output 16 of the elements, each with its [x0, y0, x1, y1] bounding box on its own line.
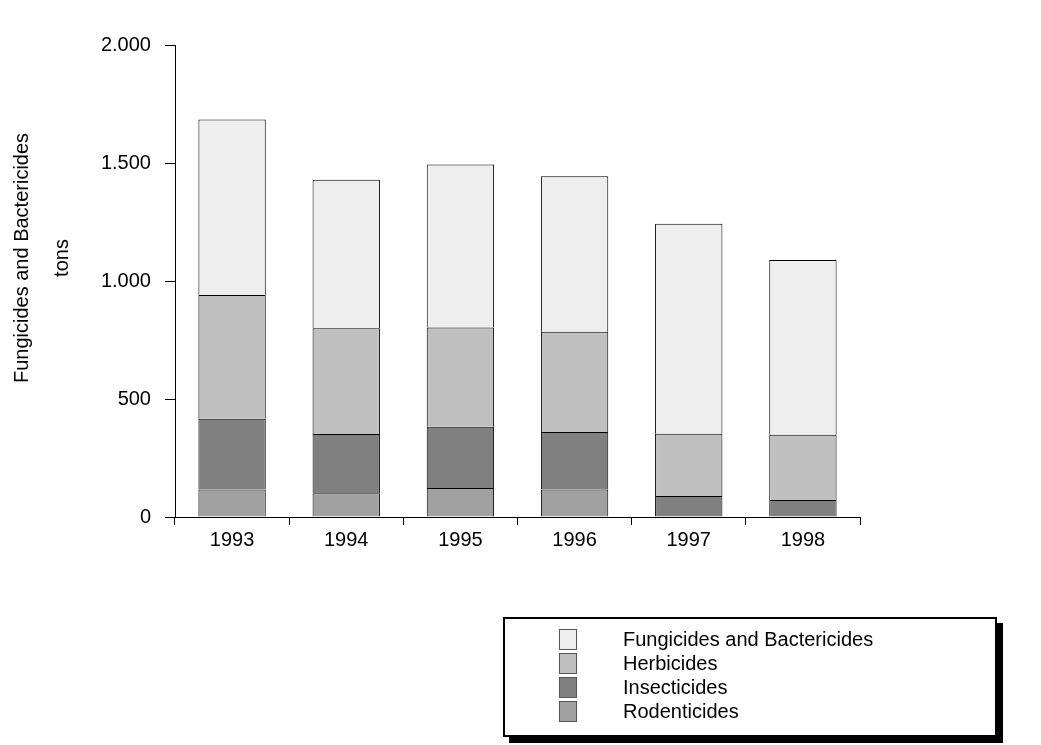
y-tick-label: 1.000 — [100, 268, 151, 291]
x-tick-label: 1998 — [780, 527, 826, 550]
legend-label: Herbicides — [623, 651, 718, 675]
x-tick-label: 1993 — [209, 527, 255, 550]
x-tick-label: 1997 — [666, 527, 711, 550]
legend-label: Rodenticides — [623, 699, 739, 723]
y-tick-label: 1.500 — [100, 150, 151, 173]
y-tick-label: 0 — [139, 504, 151, 527]
x-tick-label: 1994 — [324, 527, 369, 550]
legend-label: Fungicides and Bactericides — [623, 627, 874, 651]
y-tick-label: 500 — [117, 386, 151, 409]
legend-label: Insecticides — [623, 675, 728, 699]
x-tick-label: 1995 — [438, 527, 483, 550]
y-tick-label: 2.000 — [100, 32, 151, 55]
x-tick-label: 1996 — [552, 527, 597, 550]
y-axis-title: Fungicides and Bactericides tons — [9, 132, 72, 384]
